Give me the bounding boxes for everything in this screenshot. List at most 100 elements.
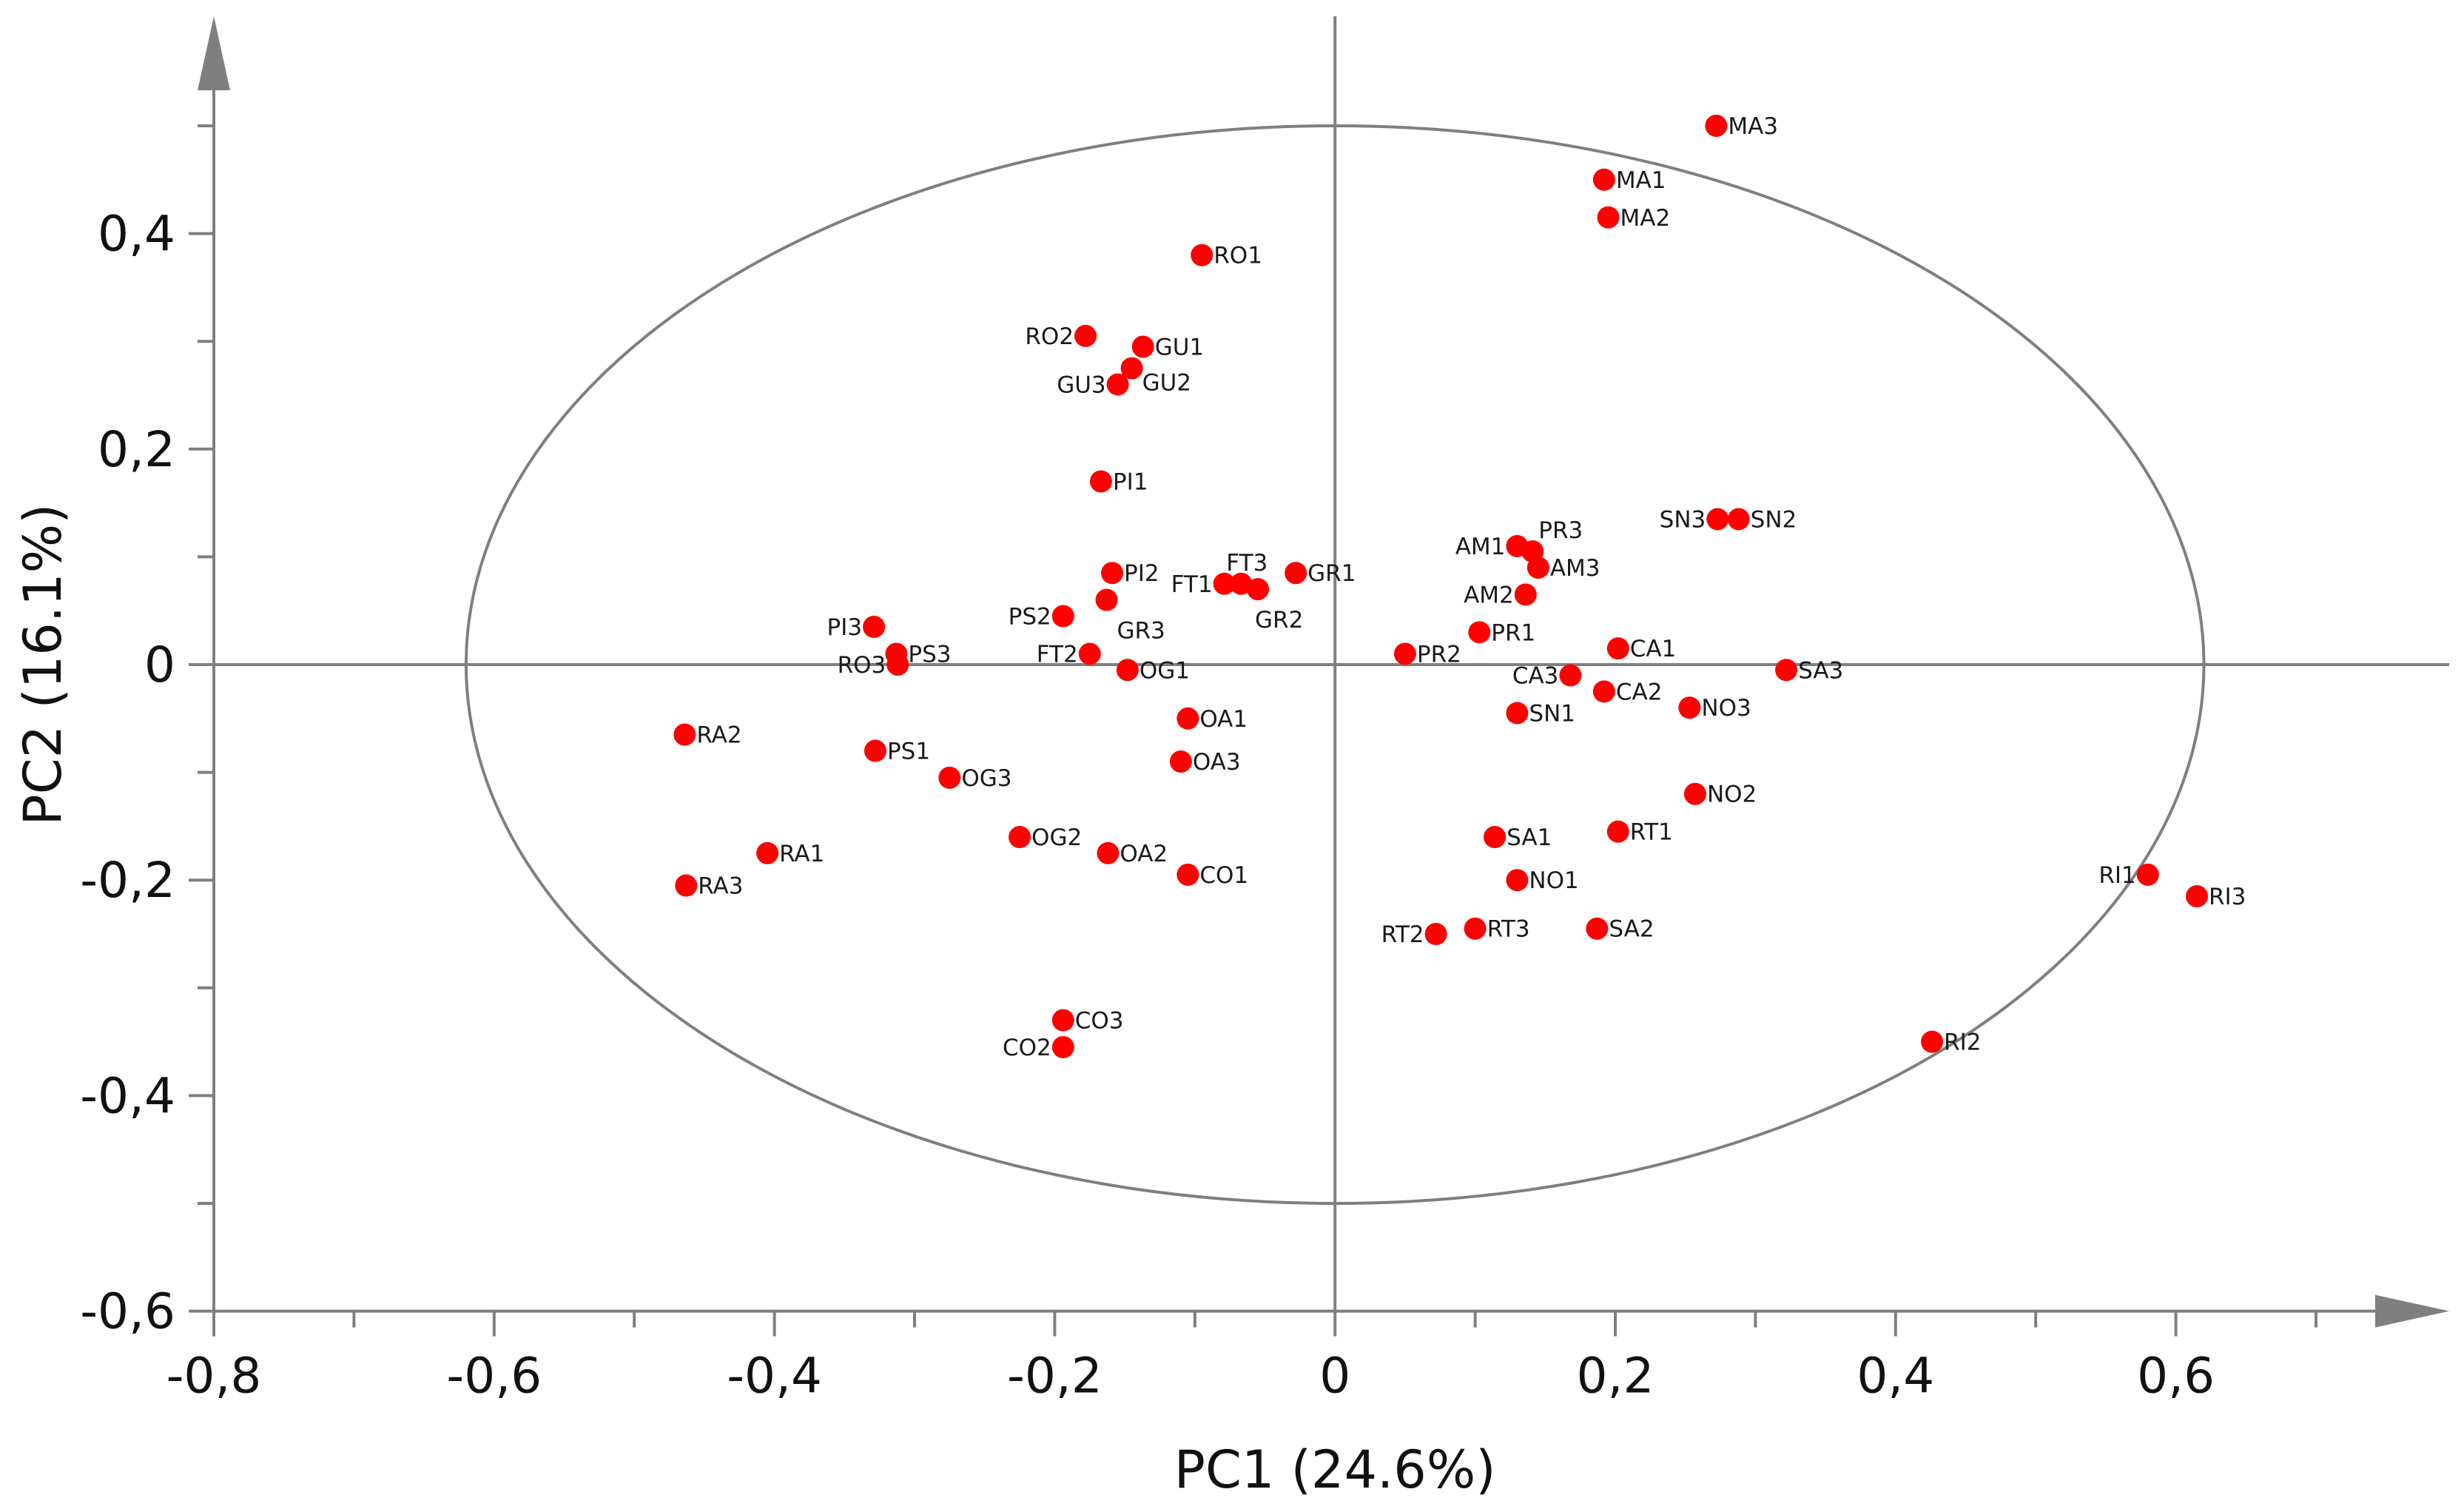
point-label-ft1: FT1 — [1171, 571, 1213, 598]
point-label-gr2: GR2 — [1255, 607, 1303, 634]
data-point-ra2 — [673, 723, 696, 746]
data-point-og1 — [1116, 659, 1139, 682]
point-label-ps3: PS3 — [908, 641, 951, 668]
data-point-ro1 — [1191, 243, 1214, 266]
data-point-sn3 — [1706, 508, 1729, 531]
point-label-og1: OG1 — [1140, 657, 1190, 684]
data-point-og2 — [1009, 825, 1031, 848]
point-label-ro1: RO1 — [1214, 243, 1262, 269]
data-point-oa2 — [1097, 841, 1120, 864]
point-label-ps2: PS2 — [1009, 603, 1051, 630]
data-point-co2 — [1051, 1035, 1074, 1058]
point-label-sn1: SN1 — [1529, 701, 1575, 728]
point-label-am3: AM3 — [1550, 555, 1600, 582]
point-label-co3: CO3 — [1075, 1007, 1124, 1034]
point-label-ra3: RA3 — [698, 873, 743, 899]
data-point-gr2 — [1247, 578, 1270, 601]
point-label-ra1: RA1 — [779, 841, 824, 867]
point-label-pr3: PR3 — [1538, 517, 1583, 544]
x-tick-label: 0 — [1319, 1348, 1350, 1405]
x-tick-label: 0,4 — [1857, 1348, 1934, 1405]
point-label-co2: CO2 — [1003, 1035, 1051, 1061]
data-point-oa1 — [1177, 707, 1199, 730]
data-point-ca2 — [1592, 680, 1615, 703]
data-point-sa2 — [1586, 917, 1609, 940]
data-point-gu3 — [1106, 373, 1129, 396]
data-point-ri3 — [2186, 885, 2209, 908]
y-tick-label: 0,4 — [98, 206, 175, 263]
point-label-ri2: RI2 — [1944, 1029, 1981, 1056]
y-tick-label: 0,2 — [98, 421, 175, 478]
x-tick-label: -0,2 — [1007, 1348, 1103, 1405]
data-point-pi1 — [1089, 470, 1112, 493]
point-label-ma3: MA3 — [1728, 113, 1778, 140]
point-label-ca1: CA1 — [1630, 636, 1677, 662]
data-point-ft1 — [1213, 572, 1236, 595]
x-axis-arrow — [2375, 1294, 2449, 1328]
point-label-gu1: GU1 — [1155, 334, 1204, 360]
data-point-ma1 — [1592, 168, 1615, 191]
point-label-ma1: MA1 — [1616, 167, 1666, 194]
data-point-am3 — [1526, 556, 1549, 579]
data-point-ra1 — [756, 841, 779, 864]
point-label-ca2: CA2 — [1616, 679, 1663, 705]
point-label-am2: AM2 — [1464, 582, 1514, 608]
data-point-ps1 — [864, 739, 886, 762]
data-point-ri2 — [1921, 1030, 1944, 1053]
point-label-gu3: GU3 — [1057, 372, 1105, 398]
y-tick-label: -0,4 — [80, 1067, 175, 1124]
y-tick-label: -0,2 — [80, 852, 175, 909]
data-point-ma2 — [1597, 206, 1620, 229]
x-tick-label: -0,6 — [446, 1348, 542, 1405]
point-label-gr3: GR3 — [1117, 618, 1165, 645]
point-label-oa2: OA2 — [1120, 841, 1168, 867]
data-point-ft2 — [1078, 642, 1101, 665]
point-label-no2: NO2 — [1707, 782, 1757, 808]
data-point-oa3 — [1169, 750, 1192, 773]
data-point-ro3 — [886, 653, 909, 676]
point-label-pr1: PR1 — [1491, 619, 1535, 646]
point-label-ri1: RI1 — [2098, 862, 2135, 889]
data-point-ca1 — [1606, 637, 1629, 660]
y-tick-label: -0,6 — [80, 1283, 175, 1340]
point-label-sa1: SA1 — [1507, 824, 1552, 851]
point-label-no3: NO3 — [1701, 695, 1751, 722]
point-labels-layer: MA3 MA1 MA2 RO1 RO2 GU1 GU2 GU3 PI1 SN3 SN2 AM1 PR3 A… — [696, 113, 2246, 1061]
point-label-pi2: PI2 — [1124, 560, 1159, 587]
point-label-sn2: SN2 — [1751, 506, 1797, 533]
confidence-ellipse-layer — [464, 124, 2206, 1205]
x-tick-label: -0,8 — [166, 1348, 262, 1405]
data-point-ca3 — [1559, 664, 1582, 687]
point-label-ft3: FT3 — [1226, 550, 1268, 577]
confidence-ellipse — [464, 124, 2206, 1205]
point-label-ro3: RO3 — [838, 652, 886, 679]
data-point-sa3 — [1775, 659, 1798, 682]
data-point-sn1 — [1506, 702, 1529, 725]
data-point-pi2 — [1101, 562, 1124, 585]
data-point-ra3 — [675, 874, 698, 897]
data-point-sn2 — [1727, 508, 1750, 531]
point-label-pr2: PR2 — [1417, 641, 1461, 668]
data-point-ft3 — [1230, 572, 1253, 595]
data-point-gu1 — [1131, 335, 1154, 358]
point-label-og3: OG3 — [961, 765, 1011, 792]
data-point-co1 — [1177, 863, 1199, 886]
data-point-gu2 — [1120, 357, 1143, 380]
point-label-no1: NO1 — [1529, 867, 1578, 894]
point-label-gu2: GU2 — [1142, 370, 1191, 397]
point-label-am1: AM1 — [1455, 534, 1506, 560]
x-tick-label: -0,4 — [727, 1348, 822, 1405]
data-point-og3 — [938, 766, 961, 789]
point-label-gr1: GR1 — [1307, 560, 1356, 587]
data-point-pr2 — [1393, 642, 1416, 665]
point-label-ps1: PS1 — [887, 738, 930, 765]
data-point-rt1 — [1606, 820, 1629, 843]
data-point-pi3 — [863, 616, 886, 639]
point-label-ma2: MA2 — [1620, 205, 1671, 232]
point-label-rt1: RT1 — [1630, 819, 1673, 846]
data-point-rt3 — [1464, 917, 1487, 940]
point-label-ri3: RI3 — [2209, 884, 2246, 910]
point-label-co1: CO1 — [1199, 862, 1248, 889]
